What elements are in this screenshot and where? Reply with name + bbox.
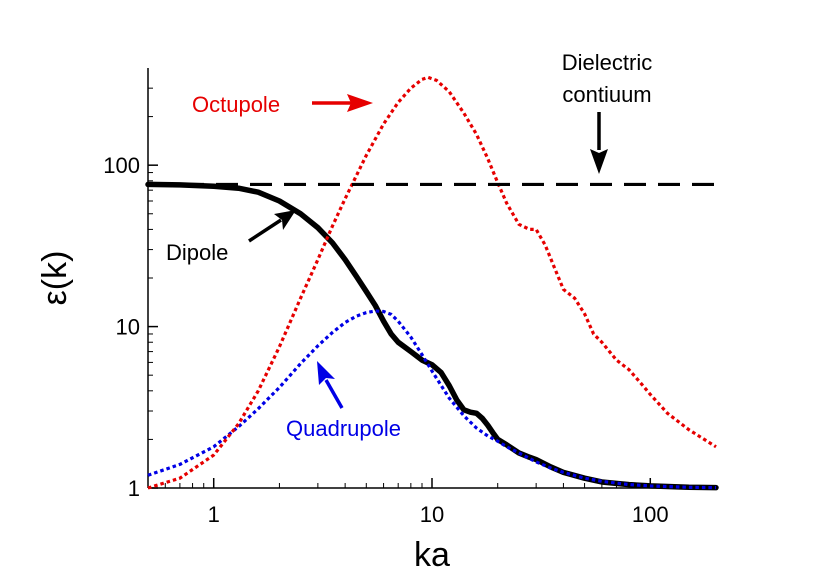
y-axis-title: ε(k) bbox=[36, 251, 74, 306]
annotations: Octupole Dipole Quadrupole Dielectric co… bbox=[166, 50, 652, 441]
x-axis-title: ka bbox=[414, 536, 450, 574]
quadrupole-arrow bbox=[317, 361, 344, 409]
tick-labels: 1 10 100 1 10 100 bbox=[103, 153, 668, 527]
octupole-series-line bbox=[147, 75, 717, 490]
dielectric-label-line-2: contiuum bbox=[562, 82, 651, 107]
octupole-label: Octupole bbox=[192, 92, 280, 117]
dipole-series-line bbox=[145, 181, 719, 491]
x-tick-label: 100 bbox=[632, 502, 669, 527]
y-tick-label: 10 bbox=[116, 315, 140, 340]
minor-ticks bbox=[148, 87, 641, 488]
series-layer bbox=[145, 75, 719, 491]
quadrupole-label: Quadrupole bbox=[286, 416, 401, 441]
quadrupole-series-line bbox=[147, 309, 717, 490]
dielectric-label-line-1: Dielectric bbox=[562, 50, 652, 75]
dipole-arrow bbox=[248, 210, 296, 243]
y-tick-label: 1 bbox=[128, 476, 140, 501]
octupole-arrow bbox=[312, 94, 373, 112]
axes bbox=[147, 68, 716, 489]
y-tick-label: 100 bbox=[103, 153, 140, 178]
dipole-label: Dipole bbox=[166, 240, 228, 265]
x-tick-label: 1 bbox=[208, 502, 220, 527]
x-tick-label: 10 bbox=[420, 502, 444, 527]
dielectric-arrow bbox=[590, 112, 608, 174]
